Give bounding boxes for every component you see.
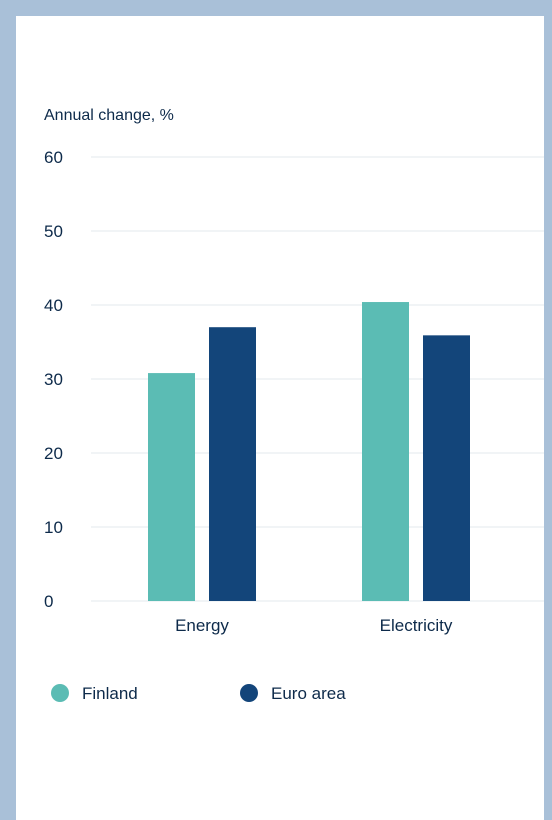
y-tick-label: 10 <box>44 518 63 537</box>
y-tick-label: 30 <box>44 370 63 389</box>
bars <box>148 302 470 601</box>
y-tick-labels: 0 10 20 30 40 50 60 <box>44 148 63 611</box>
legend-label: Finland <box>82 684 138 703</box>
bar-finland-electricity <box>362 302 409 601</box>
x-tick-labels: Energy Electricity <box>175 616 453 635</box>
x-tick-label: Electricity <box>380 616 453 635</box>
y-tick-label: 20 <box>44 444 63 463</box>
y-tick-label: 60 <box>44 148 63 167</box>
y-tick-label: 0 <box>44 592 53 611</box>
legend-marker <box>51 684 69 702</box>
legend-label: Euro area <box>271 684 346 703</box>
y-axis-label: Annual change, % <box>44 107 174 124</box>
chart-panel: Annual change, % 0 10 20 30 40 50 60 Energy Ele… <box>16 16 544 820</box>
bar-chart: Annual change, % 0 10 20 30 40 50 60 Energy Ele… <box>44 107 544 703</box>
y-tick-label: 50 <box>44 222 63 241</box>
bar-euro-area-electricity <box>423 335 470 601</box>
bar-finland-energy <box>148 373 195 601</box>
legend: Finland Euro area <box>51 684 346 703</box>
x-tick-label: Energy <box>175 616 229 635</box>
y-tick-label: 40 <box>44 296 63 315</box>
bar-euro-area-energy <box>209 327 256 601</box>
legend-marker <box>240 684 258 702</box>
